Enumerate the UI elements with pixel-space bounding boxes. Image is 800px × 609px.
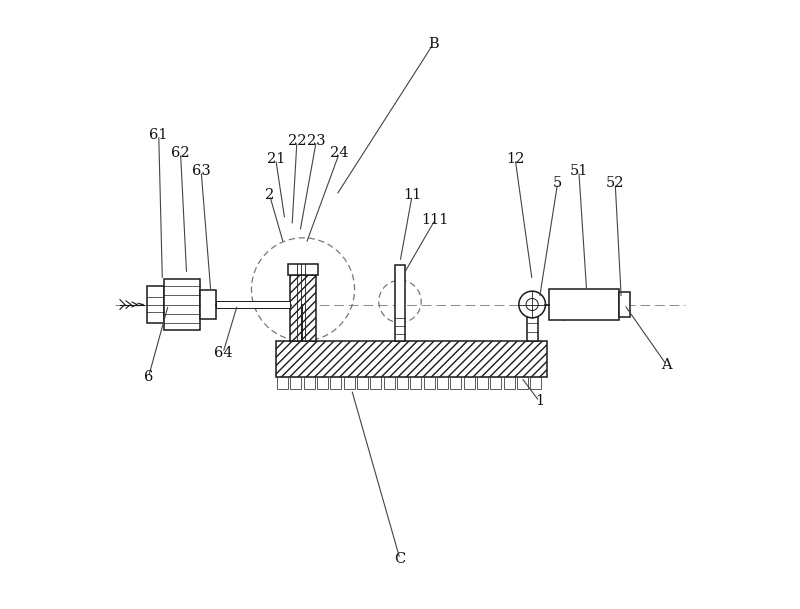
Bar xyxy=(549,289,619,320)
Bar xyxy=(424,377,434,389)
Bar xyxy=(163,279,200,330)
Text: B: B xyxy=(428,37,438,51)
Text: A: A xyxy=(662,358,672,372)
Bar xyxy=(277,377,288,389)
Bar xyxy=(410,377,422,389)
Text: 64: 64 xyxy=(214,346,232,360)
Bar xyxy=(216,301,290,308)
Bar xyxy=(384,377,394,389)
Bar xyxy=(276,341,546,377)
Bar xyxy=(304,377,314,389)
Text: 21: 21 xyxy=(266,152,285,166)
Text: 6: 6 xyxy=(144,370,153,384)
Text: 24: 24 xyxy=(330,146,349,160)
Text: 22: 22 xyxy=(288,134,306,148)
Text: 1: 1 xyxy=(535,395,544,409)
Bar xyxy=(290,275,316,341)
Bar xyxy=(517,377,528,389)
Bar xyxy=(395,265,405,341)
Text: 12: 12 xyxy=(506,152,524,166)
Bar xyxy=(450,377,462,389)
Bar xyxy=(290,377,301,389)
Text: 2: 2 xyxy=(265,188,274,202)
Bar xyxy=(370,377,382,389)
Bar xyxy=(464,377,474,389)
Text: 5: 5 xyxy=(553,176,562,190)
Text: 61: 61 xyxy=(150,128,168,142)
Bar xyxy=(397,377,408,389)
Text: 111: 111 xyxy=(422,213,449,227)
Bar xyxy=(490,377,502,389)
Bar xyxy=(344,377,354,389)
Bar xyxy=(477,377,488,389)
Bar xyxy=(288,264,318,275)
Bar xyxy=(437,377,448,389)
Text: 11: 11 xyxy=(403,188,422,202)
Bar xyxy=(146,286,163,323)
Text: 62: 62 xyxy=(171,146,190,160)
Bar xyxy=(200,290,216,319)
Bar xyxy=(619,292,630,317)
Bar xyxy=(330,377,341,389)
Bar xyxy=(357,377,368,389)
Bar xyxy=(530,377,542,389)
Text: 63: 63 xyxy=(192,164,210,178)
Bar xyxy=(317,377,328,389)
Bar xyxy=(504,377,514,389)
Circle shape xyxy=(519,291,546,318)
Text: 51: 51 xyxy=(570,164,588,178)
Bar xyxy=(526,304,538,341)
Circle shape xyxy=(526,298,538,311)
Text: 52: 52 xyxy=(606,176,625,190)
Text: C: C xyxy=(394,552,406,566)
Text: 23: 23 xyxy=(307,134,326,148)
